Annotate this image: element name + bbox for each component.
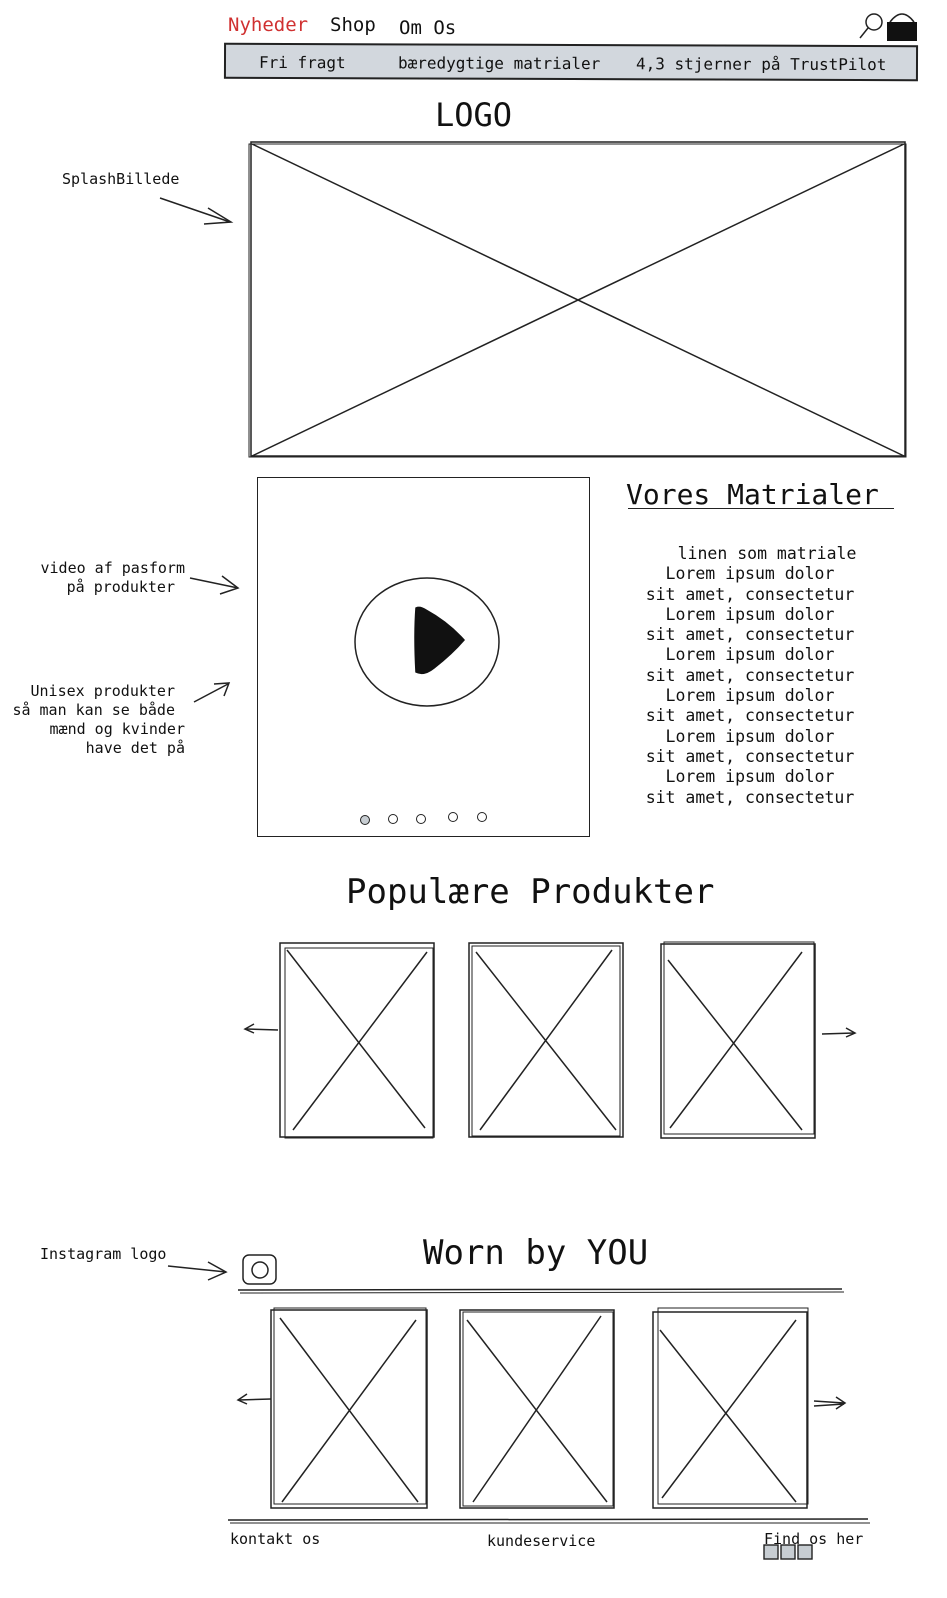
materials-title-underline [628,508,894,509]
worn-by-you-title: Worn by YOU [423,1233,649,1273]
annotation-unisex: Unisex produkter så man kan se både mænd… [12,682,185,757]
play-icon[interactable] [352,576,504,712]
materials-title: Vores Matrialer [626,478,879,511]
search-icon[interactable] [858,12,884,42]
slide-dot[interactable] [416,814,426,824]
social-icon [763,1544,779,1560]
site-logo[interactable]: LOGO [434,96,513,134]
annotation-splash: SplashBillede [62,170,180,188]
annotation-video: video af pasform på produkter [40,559,186,596]
divider [237,1288,845,1294]
slide-dot[interactable] [388,814,398,824]
customer-photo[interactable] [650,1306,814,1512]
footer-divider [227,1518,870,1524]
nav-item-om-os[interactable]: Om Os [399,17,457,39]
footer-link-find-us[interactable]: Find os her [764,1530,864,1548]
banner-item-shipping: Fri fragt [258,52,346,73]
instagram-icon[interactable] [241,1253,279,1287]
slide-dot[interactable] [360,815,370,825]
banner-item-rating: 4,3 stjerner på TrustPilot [635,54,887,75]
product-card[interactable] [658,940,820,1142]
nav-item-nyheder[interactable]: Nyheder [228,14,309,36]
social-icon [797,1544,813,1560]
social-icons [763,1544,813,1560]
slide-dot[interactable] [477,812,487,822]
usp-banner: Fri fragt bæredygtige matrialer 4,3 stje… [223,42,919,82]
footer-link-customer-service[interactable]: kundeservice [487,1532,596,1550]
nav-item-shop[interactable]: Shop [330,14,376,36]
splash-image [248,141,907,458]
arrow-right-icon [159,197,234,225]
annotation-instagram: Instagram logo [40,1245,167,1263]
popular-products-title: Populære Produkter [346,872,715,912]
arrow-right-icon[interactable] [818,1024,858,1044]
social-icon [780,1544,796,1560]
arrow-right-icon [167,1261,228,1281]
banner-item-materials: bæredygtige matrialer [397,53,601,74]
customer-photo[interactable] [268,1306,432,1512]
arrow-left-icon[interactable] [235,1390,275,1410]
product-card[interactable] [277,940,439,1142]
product-card[interactable] [466,940,628,1142]
slide-dot[interactable] [448,812,458,822]
video-player[interactable] [257,477,590,837]
arrow-right-icon [189,575,240,595]
arrow-left-icon[interactable] [242,1020,282,1040]
customer-photo[interactable] [457,1306,621,1512]
arrow-up-right-icon [193,682,231,703]
footer-link-contact[interactable]: kontakt os [230,1530,321,1548]
arrow-right-icon[interactable] [810,1394,850,1414]
bag-icon[interactable] [884,8,920,44]
materials-text: linen som matriale Lorem ipsum dolor sit… [645,544,857,807]
